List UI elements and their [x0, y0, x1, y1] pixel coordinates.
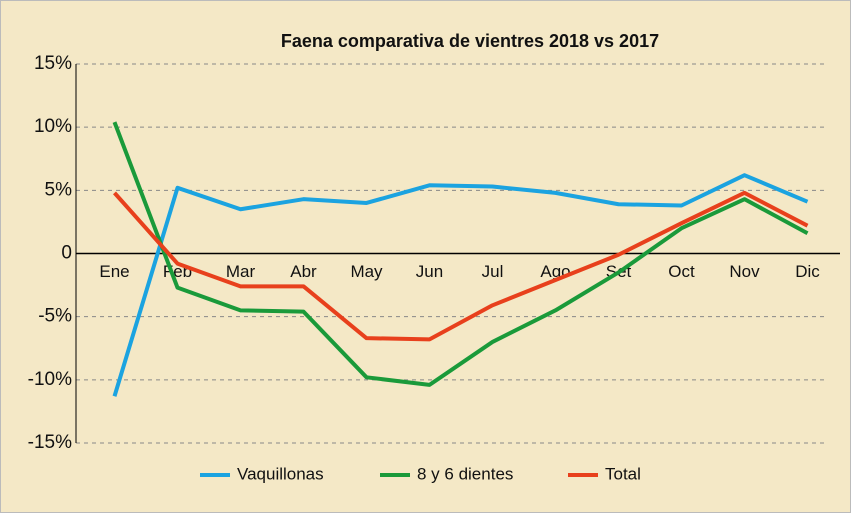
y-tick-label: 5% [45, 179, 73, 200]
x-tick-label: Dic [795, 262, 820, 281]
x-tick-label: Nov [729, 262, 760, 281]
x-tick-label: Jul [482, 262, 504, 281]
series-line [112, 121, 809, 387]
x-tick-label: Jun [416, 262, 443, 281]
legend-label: 8 y 6 dientes [417, 464, 513, 483]
x-tick-label: Abr [290, 262, 317, 281]
y-tick-label: -10% [28, 369, 72, 390]
x-tick-label: Mar [226, 262, 256, 281]
y-tick-label: -5% [38, 306, 72, 327]
y-tick-label: 0 [61, 243, 72, 264]
x-tick-label: May [350, 262, 383, 281]
legend-label: Vaquillonas [237, 464, 324, 483]
series-line [112, 173, 809, 397]
legend-label: Total [605, 464, 641, 483]
y-tick-label: 15% [34, 53, 72, 74]
x-tick-label: Ene [99, 262, 129, 281]
x-tick-label: Oct [668, 262, 695, 281]
y-tick-label: 10% [34, 116, 72, 137]
chart-title: Faena comparativa de vientres 2018 vs 20… [281, 31, 659, 51]
series-line [113, 190, 809, 342]
y-tick-label: -15% [28, 432, 72, 453]
